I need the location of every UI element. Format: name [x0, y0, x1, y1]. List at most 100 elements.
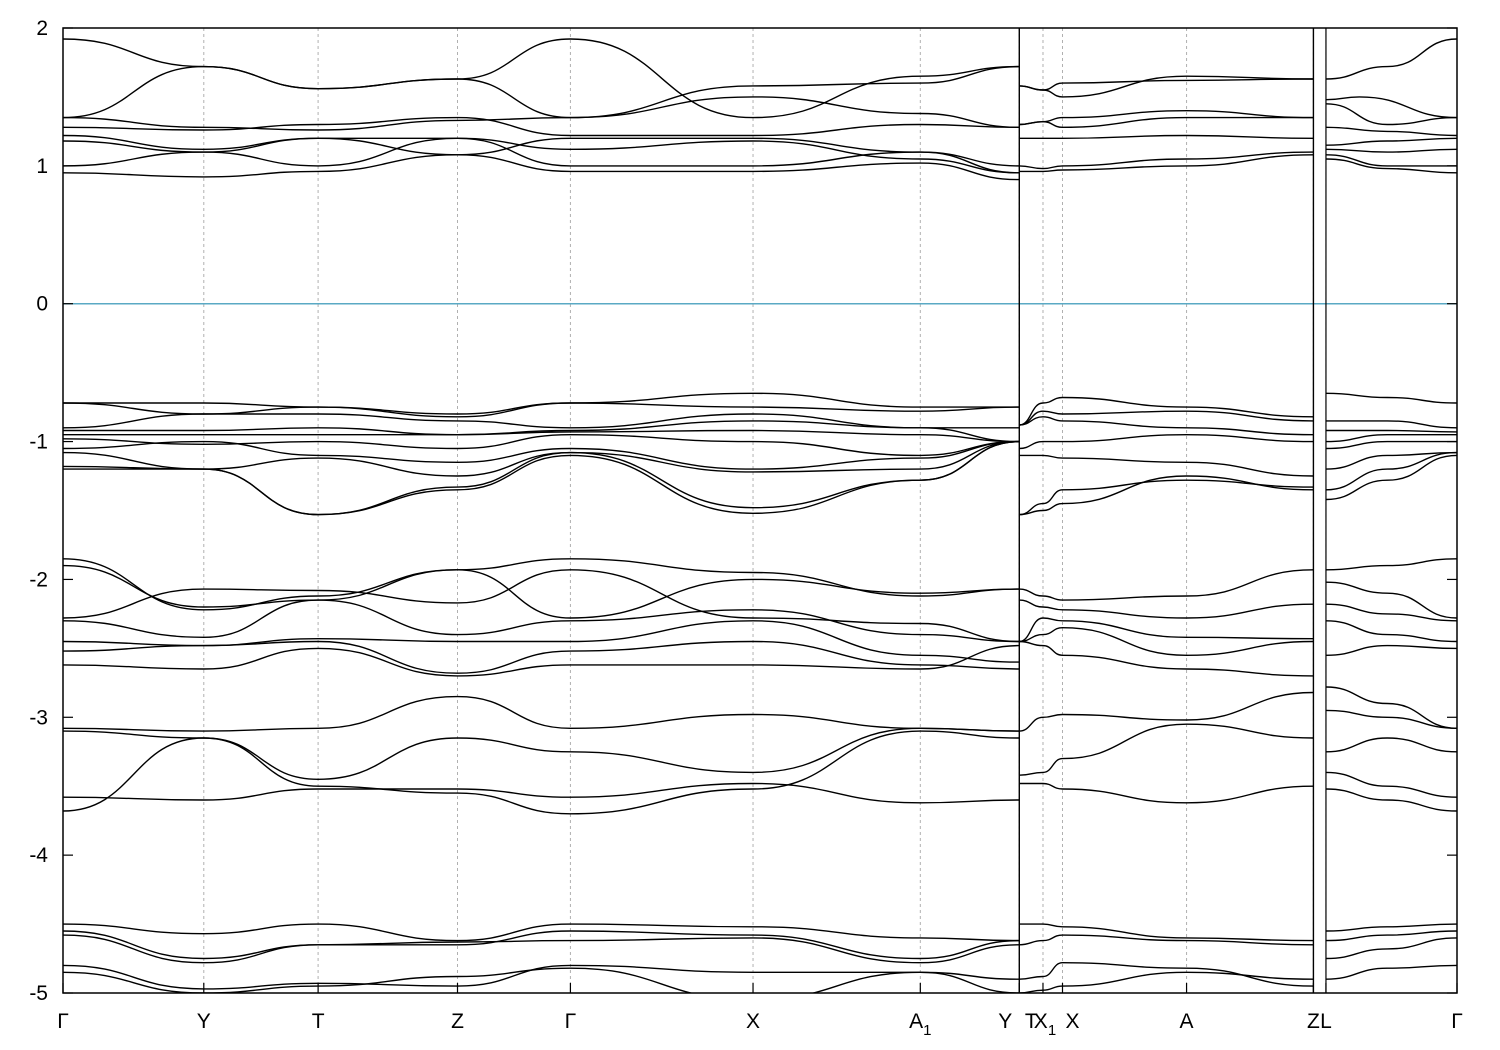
- band-line: [1325, 440, 1457, 450]
- band-line-group: [63, 38, 1457, 993]
- band-line: [1019, 396, 1314, 426]
- band-line: [63, 137, 1020, 174]
- band-line: [63, 730, 1020, 815]
- band-line: [1019, 116, 1314, 129]
- band-lines: [63, 38, 1457, 993]
- band-line: [1019, 782, 1314, 804]
- band-line: [63, 96, 1020, 131]
- kpoint-label: Y: [197, 1010, 211, 1033]
- kpoint-label: A: [1180, 1010, 1194, 1033]
- band-line: [63, 65, 1020, 119]
- band-line: [1325, 103, 1457, 126]
- kpoint-label: L: [1320, 1010, 1332, 1033]
- band-line: [1325, 603, 1457, 622]
- kpoint-label: Γ: [565, 1010, 577, 1033]
- band-line: [63, 134, 1020, 167]
- band-line: [1019, 78, 1314, 91]
- band-line: [1325, 771, 1457, 798]
- y-axis-ticks: 2 1 0 -1 -2 -3 -4 -5: [29, 17, 1457, 1005]
- band-line: [1019, 479, 1314, 516]
- band-line: [63, 564, 1020, 619]
- y-tick-label: 0: [36, 293, 48, 316]
- band-line: [1325, 158, 1457, 174]
- band-line: [63, 569, 1020, 643]
- y-tick-label: -3: [29, 706, 48, 729]
- band-line: [63, 440, 1020, 516]
- band-line: [1325, 451, 1457, 470]
- band-line: [63, 116, 1020, 137]
- y-tick-label: -2: [29, 568, 48, 591]
- y-tick-label: 2: [36, 17, 48, 40]
- y-tick-label: -4: [29, 844, 48, 867]
- band-line: [1325, 709, 1457, 729]
- band-line: [63, 644, 1020, 677]
- band-line: [1019, 923, 1314, 942]
- kpoint-label: X: [1065, 1010, 1079, 1033]
- path-break-lines: [1018, 28, 1327, 993]
- band-line: [63, 964, 1020, 990]
- band-line: [1325, 964, 1457, 980]
- band-line: [1019, 723, 1314, 776]
- band-line: [1019, 569, 1314, 601]
- band-line: [63, 413, 1020, 429]
- band-line: [63, 440, 1020, 477]
- band-line: [1019, 410, 1314, 426]
- band-line: [1019, 433, 1314, 450]
- band-line: [1019, 475, 1314, 516]
- band-line: [1019, 599, 1314, 619]
- band-line: [63, 558, 1020, 611]
- band-line: [1019, 134, 1314, 140]
- kpoint-label: Z: [451, 1010, 464, 1033]
- band-line: [1325, 581, 1457, 619]
- band-line: [1019, 617, 1314, 643]
- band-line: [1325, 451, 1457, 491]
- band-line: [1325, 620, 1457, 643]
- band-line: [63, 599, 1020, 643]
- band-line: [63, 695, 1020, 732]
- band-line: [1325, 126, 1457, 137]
- band-line: [1325, 558, 1457, 571]
- kpoint-label: T: [312, 1010, 325, 1033]
- band-line: [1325, 737, 1457, 753]
- band-line: [1325, 930, 1457, 942]
- band-line: [1019, 640, 1314, 677]
- band-line: [63, 640, 1020, 674]
- band-line: [1325, 96, 1457, 119]
- band-line: [1019, 454, 1314, 477]
- band-line: [1019, 971, 1314, 993]
- band-line: [1019, 151, 1314, 170]
- band-line: [63, 934, 1020, 964]
- kpoint-label: Z: [1307, 1010, 1320, 1033]
- band-line: [63, 154, 1020, 181]
- band-line: [63, 440, 1020, 470]
- band-line: [63, 930, 1020, 960]
- x-axis-kpoint-labels: Γ Y T Z Γ X A1 Y TX1 X A Z L Γ: [57, 983, 1463, 1039]
- band-line: [1325, 392, 1457, 404]
- band-line: [1019, 934, 1314, 946]
- band-line: [1019, 416, 1314, 436]
- band-line: [1019, 691, 1314, 732]
- plot-frame: [62, 27, 1458, 994]
- y-tick-label: 1: [36, 155, 48, 178]
- band-line: [1019, 626, 1314, 657]
- band-line: [1325, 923, 1457, 932]
- kpoint-label: Y: [998, 1010, 1012, 1033]
- band-line: [63, 433, 1020, 457]
- y-tick-label: -5: [29, 982, 48, 1005]
- kpoint-label: T: [1025, 1010, 1038, 1033]
- band-line: [1325, 433, 1457, 443]
- kpoint-label: Γ: [57, 1010, 69, 1033]
- band-line: [1019, 154, 1314, 173]
- band-line: [1326, 420, 1457, 429]
- band-line: [63, 420, 1020, 443]
- band-line: [1325, 788, 1457, 812]
- band-line: [1325, 686, 1457, 729]
- band-line: [1326, 429, 1457, 433]
- band-line: [63, 782, 1020, 804]
- band-line: [63, 923, 1020, 942]
- kpoint-label: X: [746, 1010, 760, 1033]
- band-line: [1325, 644, 1457, 656]
- band-line: [1325, 137, 1457, 146]
